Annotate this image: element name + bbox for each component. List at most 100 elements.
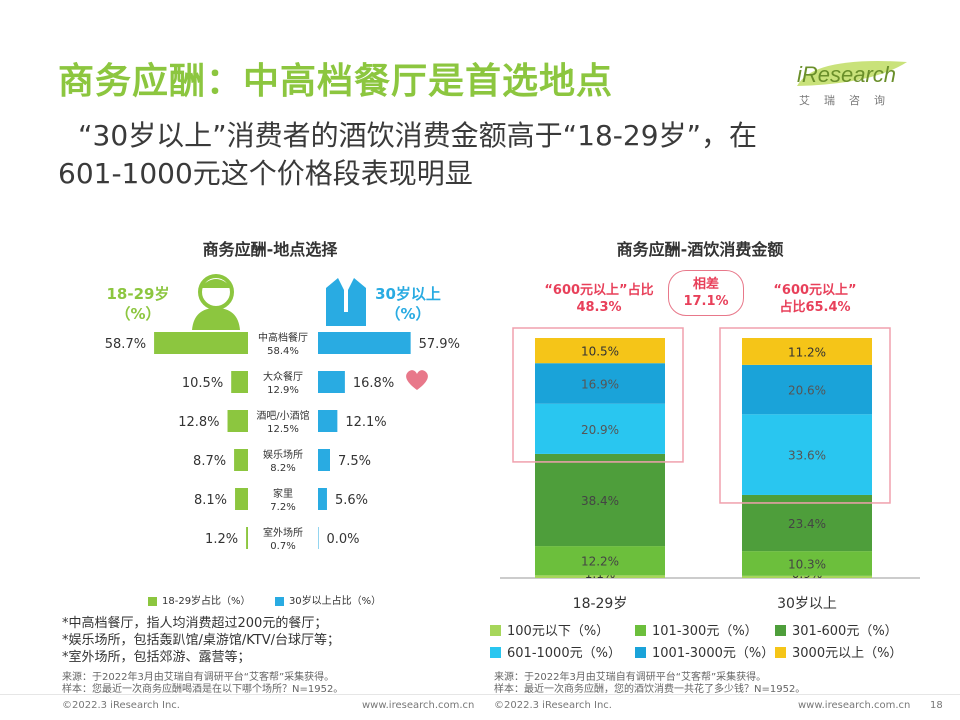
right-chart-title: 商务应酬-酒饮消费金额 bbox=[616, 240, 784, 259]
x-tick-label: 30岁以上 bbox=[777, 596, 837, 612]
legend-swatch bbox=[490, 625, 501, 636]
bar-18-29 bbox=[231, 371, 248, 393]
bar-30plus bbox=[318, 488, 327, 510]
stack-segment bbox=[535, 403, 665, 454]
segment-label: 16.9% bbox=[581, 377, 619, 391]
footer-copyright-left: ©2022.3 iResearch Inc. bbox=[62, 700, 180, 711]
location-chart: 58.7% 57.9% 中高档餐厅 58.4% 10.5% 16.8% 大众餐厅 12.9% 1… bbox=[105, 331, 460, 552]
category-label: 家里 bbox=[273, 487, 293, 500]
logo-cn: 艾瑞咨询 bbox=[799, 94, 899, 107]
category-label: 娱乐场所 bbox=[263, 448, 303, 461]
stack-segment bbox=[742, 551, 872, 576]
difference-bubble: 相差 17.1% bbox=[668, 270, 744, 316]
legend-swatch-30plus bbox=[274, 596, 284, 606]
stack-segment bbox=[535, 338, 665, 364]
label-30plus: 0.0% bbox=[327, 532, 360, 547]
note-1: *中高档餐厅，指人均消费超过200元的餐厅； bbox=[62, 616, 328, 631]
segment-label: 12.2% bbox=[581, 555, 619, 569]
subtitle-line-1: “30岁以上”消费者的酒饮消费金额高于“18-29岁”，在 bbox=[78, 119, 758, 152]
category-label: 室外场所 bbox=[263, 526, 303, 539]
logo-text: iResearch bbox=[797, 62, 897, 87]
label-30plus: 16.8% bbox=[353, 376, 394, 391]
segment-label: 33.6% bbox=[788, 449, 826, 463]
segment-label: 20.6% bbox=[788, 384, 826, 398]
footer-url-right: www.iresearch.com.cn bbox=[798, 700, 911, 711]
footer-url-left: www.iresearch.com.cn bbox=[362, 700, 475, 711]
legend-301-600: 301-600元（%） bbox=[775, 620, 898, 639]
left-legend: 18-29岁占比（%） 30岁以上占比（%） bbox=[148, 592, 381, 607]
overall-value: 8.2% bbox=[270, 463, 295, 474]
highlight-box bbox=[512, 327, 684, 463]
source-right-2: 样本：最近一次商务应酬，您的酒饮消费一共花了多少钱？N=1952。 bbox=[494, 684, 806, 695]
source-right-1: 来源：于2022年3月由艾瑞自有调研平台“艾客帮”采集获得。 bbox=[494, 672, 767, 683]
source-left-1: 来源：于2022年3月由艾瑞自有调研平台“艾客帮”采集获得。 bbox=[62, 672, 335, 683]
label-18-29: 1.2% bbox=[205, 532, 238, 547]
segment-label: 23.4% bbox=[788, 517, 826, 531]
bar-30plus bbox=[318, 332, 411, 354]
callout-left: “600元以上”占比 48.3% bbox=[544, 283, 654, 315]
bar-18-29 bbox=[234, 449, 248, 471]
stack-segment bbox=[535, 453, 665, 547]
footer-divider bbox=[0, 694, 960, 695]
segment-label: 10.3% bbox=[788, 557, 826, 571]
label-30plus: 12.1% bbox=[345, 415, 386, 430]
page-number: 18 bbox=[930, 700, 943, 711]
note-2: *娱乐场所，包括轰趴馆/桌游馆/KTV/台球厅等； bbox=[62, 633, 340, 648]
legend-swatch-18-29 bbox=[148, 596, 157, 606]
legend-101-300: 101-300元（%） bbox=[635, 620, 758, 639]
stack-segment bbox=[742, 494, 872, 552]
suit-person-icon bbox=[326, 278, 366, 326]
note-3: *室外场所，包括郊游、露营等； bbox=[62, 650, 251, 665]
stack-segment bbox=[535, 546, 665, 576]
category-label: 中高档餐厅 bbox=[258, 331, 308, 344]
x-tick-label: 18-29岁 bbox=[573, 596, 628, 612]
label-30plus: 7.5% bbox=[338, 454, 371, 469]
segment-label: 20.9% bbox=[581, 423, 619, 437]
highlight-box bbox=[719, 327, 891, 504]
overall-value: 58.4% bbox=[267, 346, 299, 357]
stack-segment bbox=[535, 575, 665, 578]
bar-30plus bbox=[318, 449, 330, 471]
legend-30plus: 30岁以上占比（%） bbox=[288, 596, 382, 607]
iresearch-logo: iResearch 艾瑞咨询 bbox=[793, 54, 913, 107]
stack-segment bbox=[742, 414, 872, 495]
overall-value: 12.5% bbox=[267, 424, 299, 435]
logo-leaf-icon bbox=[797, 61, 907, 86]
source-left-2: 样本：您最近一次商务应酬喝酒是在以下哪个场所？N=1952。 bbox=[62, 684, 344, 695]
segment-label: 38.4% bbox=[581, 494, 619, 508]
left-chart-title: 商务应酬-地点选择 bbox=[202, 240, 338, 259]
stack-segment bbox=[742, 364, 872, 415]
legend-1001-3000: 1001-3000元（%） bbox=[635, 642, 774, 661]
segment-label: 11.2% bbox=[788, 345, 826, 359]
stack-segment bbox=[535, 363, 665, 404]
legend-601-1000: 601-1000元（%） bbox=[490, 642, 621, 661]
group-30plus-label: 30岁以上 （%） bbox=[375, 285, 441, 323]
overall-value: 0.7% bbox=[270, 541, 295, 552]
legend-swatch bbox=[635, 647, 646, 658]
label-30plus: 57.9% bbox=[419, 337, 460, 352]
legend-100-below: 100元以下（%） bbox=[490, 620, 609, 639]
group-18-29-label: 18-29岁 （%） bbox=[106, 285, 170, 323]
label-30plus: 5.6% bbox=[335, 493, 368, 508]
label-18-29: 12.8% bbox=[178, 415, 219, 430]
label-18-29: 10.5% bbox=[182, 376, 223, 391]
label-18-29: 58.7% bbox=[105, 337, 146, 352]
bar-18-29 bbox=[154, 332, 248, 354]
overall-value: 12.9% bbox=[267, 385, 299, 396]
young-person-icon bbox=[192, 274, 240, 330]
legend-swatch bbox=[490, 647, 501, 658]
stack-segment bbox=[742, 575, 872, 578]
label-18-29: 8.1% bbox=[194, 493, 227, 508]
bar-18-29 bbox=[227, 410, 248, 432]
legend-3000-above: 3000元以上（%） bbox=[775, 642, 902, 661]
callout-right: “600元以上” 占比65.4% bbox=[773, 283, 857, 315]
legend-swatch bbox=[635, 625, 646, 636]
footer-copyright-right: ©2022.3 iResearch Inc. bbox=[494, 700, 612, 711]
bar-30plus bbox=[318, 527, 319, 549]
heart-icon bbox=[406, 370, 428, 390]
stack-segment bbox=[742, 338, 872, 365]
category-label: 大众餐厅 bbox=[263, 370, 303, 383]
subtitle-line-2: 601-1000元这个价格段表现明显 bbox=[58, 157, 473, 190]
overall-value: 7.2% bbox=[270, 502, 295, 513]
page-title: 商务应酬：中高档餐厅是首选地点 bbox=[58, 61, 614, 102]
